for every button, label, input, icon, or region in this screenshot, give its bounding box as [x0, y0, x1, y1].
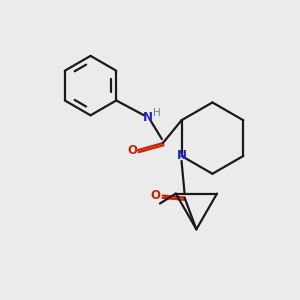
Text: N: N	[143, 111, 153, 124]
Text: O: O	[151, 189, 161, 202]
Text: H: H	[153, 108, 161, 118]
Text: O: O	[127, 145, 137, 158]
Text: N: N	[176, 149, 187, 162]
